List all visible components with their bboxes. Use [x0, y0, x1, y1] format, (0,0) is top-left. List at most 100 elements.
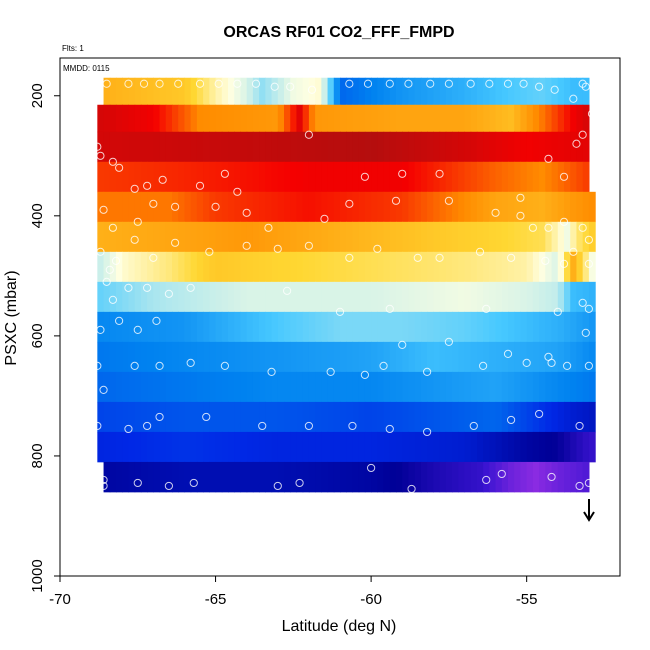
heatmap-cell — [396, 221, 403, 253]
heatmap-cell — [545, 221, 553, 253]
heatmap-cell — [321, 161, 329, 193]
heatmap-cell — [134, 401, 142, 433]
heatmap-cell — [221, 341, 229, 373]
heatmap-cell — [420, 431, 428, 463]
heatmap-cell — [526, 221, 534, 253]
observation-point — [475, 247, 485, 256]
observation-point — [535, 409, 544, 419]
heatmap-cell — [252, 341, 260, 373]
heatmap-cell — [333, 431, 341, 463]
heatmap-cell — [520, 131, 528, 163]
heatmap-cell — [327, 401, 335, 433]
heatmap-cell — [371, 341, 378, 373]
heatmap-cell — [290, 77, 298, 106]
heatmap-cell — [116, 221, 123, 253]
observation-point — [482, 304, 491, 313]
heatmap-cell — [588, 401, 596, 433]
observation-point — [171, 202, 180, 211]
heatmap-cell — [215, 281, 223, 313]
observation-point — [108, 295, 117, 304]
heatmap-cell — [252, 131, 260, 163]
heatmap-cell — [172, 341, 179, 373]
heatmap-cell — [514, 311, 522, 343]
heatmap-cell — [172, 77, 179, 106]
observation-point — [189, 478, 198, 488]
observation-point — [130, 184, 139, 193]
heatmap-cell — [240, 104, 248, 133]
heatmap-cell — [458, 161, 466, 193]
heatmap-cell — [290, 191, 298, 223]
heatmap-cell — [215, 311, 223, 343]
heatmap-cell — [234, 281, 242, 313]
heatmap-cell — [576, 131, 584, 163]
heatmap-cell — [396, 431, 403, 463]
heatmap-cell — [165, 251, 173, 283]
heatmap-cell — [576, 104, 584, 133]
heatmap-cell — [265, 281, 273, 313]
heatmap-cell — [277, 191, 285, 223]
observation-point — [96, 151, 105, 160]
observation-point — [578, 298, 587, 307]
heatmap-cell — [308, 77, 316, 106]
heatmap-cell — [321, 311, 329, 343]
heatmap-cell — [526, 251, 534, 283]
observation-point — [155, 412, 164, 422]
heatmap-cell — [246, 77, 254, 106]
heatmap-cell — [346, 251, 354, 283]
heatmap-cell — [178, 131, 186, 163]
heatmap-cell — [452, 281, 459, 313]
heatmap-cell — [420, 401, 428, 433]
heatmap-cell — [321, 281, 329, 313]
heatmap-cell — [364, 431, 372, 463]
heatmap-cell — [215, 401, 223, 433]
heatmap-cell — [153, 401, 161, 433]
heatmap-cell — [352, 431, 360, 463]
heatmap-cell — [109, 401, 117, 433]
heatmap-cell — [209, 104, 217, 133]
heatmap-cell — [190, 371, 198, 403]
heatmap-cell — [153, 131, 161, 163]
heatmap-cell — [427, 401, 434, 433]
heatmap-cell — [296, 371, 304, 403]
heatmap-cell — [252, 221, 260, 253]
heatmap-cell — [277, 221, 285, 253]
heatmap-cell — [545, 281, 553, 313]
heatmap-cell — [358, 221, 366, 253]
heatmap-cell — [196, 401, 204, 433]
heatmap-cell — [452, 131, 459, 163]
heatmap-cell — [209, 191, 217, 223]
heatmap-cell — [340, 401, 347, 433]
heatmap-cell — [445, 191, 453, 223]
heatmap-cell — [377, 104, 385, 133]
heatmap-cell — [439, 131, 447, 163]
heatmap-cell — [165, 161, 173, 193]
heatmap-cell — [277, 431, 285, 463]
heatmap-cell — [489, 371, 497, 403]
heatmap-cell — [296, 161, 304, 193]
heatmap-cell — [495, 191, 503, 223]
observation-point — [143, 421, 152, 431]
observation-point — [242, 241, 251, 250]
heatmap-cell — [489, 461, 497, 493]
heatmap-cell — [140, 281, 148, 313]
heatmap-cell — [557, 161, 565, 193]
heatmap-cell — [209, 341, 217, 373]
heatmap-cell — [582, 341, 590, 373]
heatmap-cell — [116, 341, 123, 373]
heatmap-cell — [420, 161, 428, 193]
observation-point — [547, 472, 556, 482]
heatmap-cell — [196, 104, 204, 133]
heatmap-cell — [439, 104, 447, 133]
heatmap-cell — [389, 311, 397, 343]
heatmap-cell — [570, 431, 578, 463]
heatmap-cell — [296, 251, 304, 283]
heatmap-cell — [508, 341, 515, 373]
heatmap-cell — [364, 341, 372, 373]
heatmap-cell — [402, 311, 410, 343]
heatmap-cell — [545, 161, 553, 193]
heatmap-cell — [346, 77, 354, 106]
observation-point — [326, 367, 335, 376]
heatmap-cell — [377, 341, 385, 373]
heatmap-cell — [402, 131, 410, 163]
heatmap-cell — [221, 77, 229, 106]
